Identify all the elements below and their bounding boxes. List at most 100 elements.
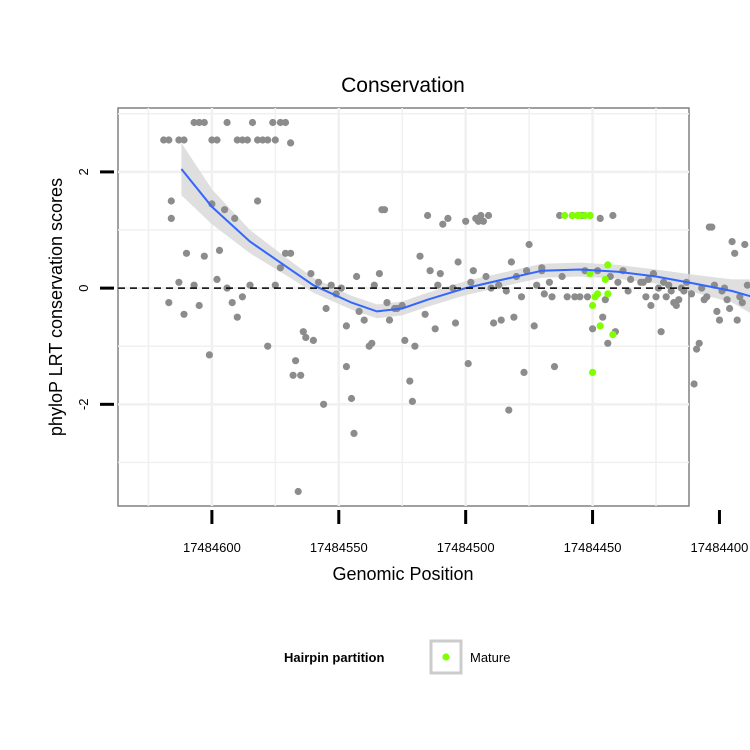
data-point-other [563, 293, 571, 301]
x-tick-label: 17484550 [310, 540, 368, 555]
data-point-other [436, 270, 444, 278]
legend-title: Hairpin partition [284, 650, 384, 665]
data-point-other [294, 487, 302, 496]
data-point-other [271, 136, 279, 144]
data-point-other [495, 281, 503, 289]
y-tick-label: 2 [76, 168, 91, 175]
data-point-other [259, 136, 267, 144]
data-point-other [424, 211, 432, 220]
data-point-other [302, 333, 310, 342]
data-point-mature [576, 211, 584, 220]
data-point-other [167, 197, 175, 205]
data-point-mature [604, 261, 612, 269]
data-point-other [576, 293, 584, 301]
data-point-other [182, 249, 191, 257]
data-point-other [695, 339, 703, 347]
data-point-other [571, 293, 579, 301]
grid-lines [118, 108, 689, 506]
data-point-other [347, 394, 356, 403]
data-point-other [385, 316, 394, 324]
data-point-other [281, 249, 290, 257]
data-point-other [690, 380, 698, 388]
data-point-other [657, 328, 665, 336]
data-point-other [322, 304, 330, 313]
data-point-other [479, 217, 487, 225]
data-point-other [680, 287, 688, 295]
data-point-other [360, 316, 368, 324]
data-point-other [307, 270, 315, 278]
data-point-other [269, 118, 277, 127]
data-point-other [406, 377, 414, 385]
data-point-other [238, 136, 246, 144]
data-point-other [731, 249, 739, 257]
data-point-other [693, 345, 701, 353]
data-point-other [703, 293, 711, 301]
data-point-other [589, 325, 597, 333]
chart-title: Conservation [341, 74, 465, 97]
legend-label-mature: Mature [470, 650, 510, 665]
y-axis-title: phyloP LRT conservation scores [46, 178, 66, 436]
data-point-other [195, 118, 203, 127]
data-point-other [462, 217, 470, 225]
data-point-other [355, 307, 363, 315]
data-point-other [246, 281, 254, 289]
data-point-other [484, 211, 493, 220]
data-point-other [180, 310, 188, 318]
data-point-other [624, 287, 632, 295]
data-point-other [550, 363, 559, 371]
data-point-other [281, 118, 290, 127]
data-point-other [215, 246, 224, 254]
data-point-other [538, 264, 546, 272]
data-point-other [380, 206, 389, 214]
data-point-other [469, 267, 477, 275]
data-point-other [474, 217, 482, 225]
data-point-other [510, 313, 518, 321]
data-point-mature [594, 290, 602, 298]
data-point-other [167, 214, 175, 222]
data-point-other [320, 400, 328, 408]
data-point-other [733, 316, 741, 324]
data-point-other [243, 136, 251, 144]
data-point-other [160, 136, 168, 144]
data-point-other [314, 278, 323, 286]
data-point-other [276, 264, 284, 272]
data-point-other [200, 118, 208, 127]
data-point-other [558, 272, 566, 281]
data-point-other [507, 258, 515, 266]
data-point-mature [596, 322, 604, 330]
data-point-other [431, 325, 439, 333]
data-point-other [287, 249, 295, 257]
smooth-line-layer [180, 168, 750, 313]
data-point-other [213, 275, 221, 283]
smooth-line [180, 168, 750, 313]
data-point-other [434, 281, 442, 289]
data-point-other [350, 429, 358, 437]
data-point-other [548, 293, 556, 301]
data-point-other [736, 293, 744, 301]
data-point-other [451, 319, 460, 327]
data-point-other [233, 136, 241, 144]
data-point-mature [589, 368, 597, 376]
data-point-other [667, 287, 675, 295]
data-point-other [497, 316, 505, 324]
data-point-other [728, 238, 736, 246]
data-point-other [614, 278, 622, 286]
data-point-other [292, 357, 300, 365]
data-point-other [652, 293, 660, 301]
data-point-other [264, 342, 272, 350]
data-point-other [738, 299, 746, 307]
data-point-other [254, 136, 262, 144]
data-point-other [454, 258, 462, 266]
data-point-other [647, 301, 655, 310]
data-point-other [342, 363, 350, 371]
legend-key-mature [442, 653, 450, 661]
data-point-other [601, 296, 609, 304]
data-point-other [342, 322, 350, 330]
data-point-other [337, 284, 345, 292]
data-point-other [477, 211, 485, 220]
data-point-other [713, 307, 721, 315]
data-point-other [221, 206, 229, 214]
data-point-other [726, 304, 734, 313]
data-point-other [228, 299, 236, 307]
x-tick-label: 17484450 [564, 540, 622, 555]
